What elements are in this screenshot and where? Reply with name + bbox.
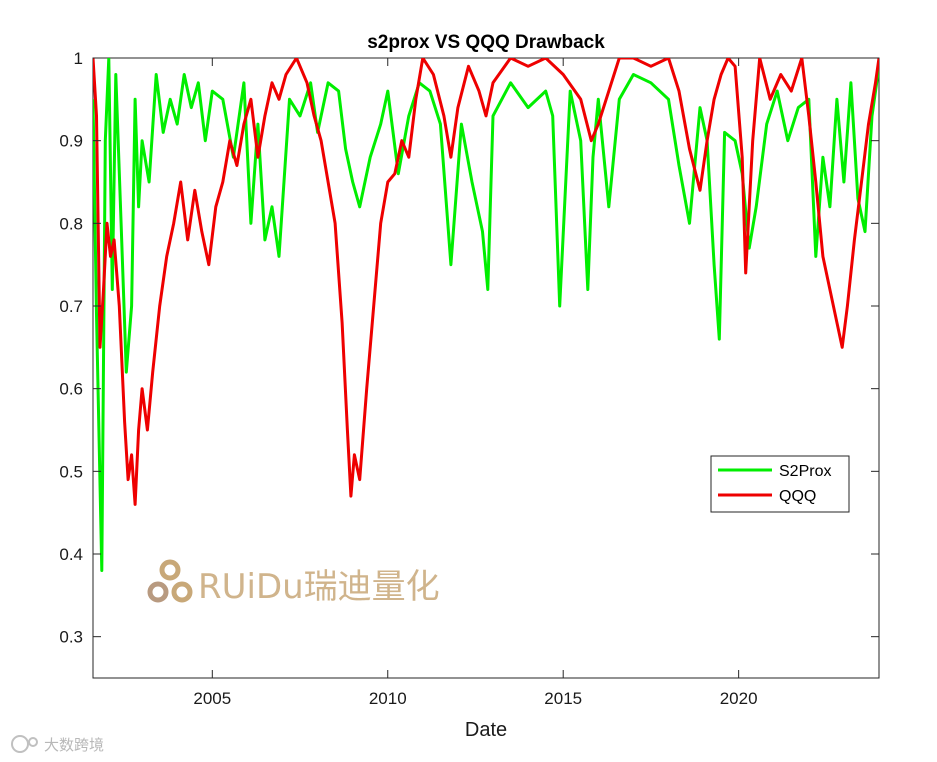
- corner-mark-text: 大数跨境: [44, 736, 104, 754]
- series-line-s2prox: [93, 58, 879, 572]
- y-tick-label: 0.8: [59, 214, 83, 233]
- y-tick-label: 1: [74, 49, 83, 68]
- plot-area: [92, 57, 880, 679]
- legend: S2Prox QQQ: [710, 455, 850, 513]
- y-tick-label: 0.5: [59, 462, 83, 481]
- y-tick-label: 0.3: [59, 628, 83, 647]
- y-tick-label: 0.6: [59, 380, 83, 399]
- chart-title: s2prox VS QQQ Drawback: [367, 32, 605, 53]
- legend-label-qqq: QQQ: [779, 488, 816, 505]
- y-tick-label: 0.9: [59, 132, 83, 151]
- weibo-icon: [11, 735, 29, 753]
- series-line-qqq: [93, 58, 879, 506]
- x-tick-label: 2005: [193, 689, 231, 708]
- x-tick-label: 2010: [369, 689, 407, 708]
- watermark-text: RUiDu瑞迪量化: [198, 567, 440, 607]
- legend-label-s2prox: S2Prox: [779, 463, 831, 480]
- y-tick-label: 0.7: [59, 297, 83, 316]
- weibo-icon-dot: [28, 737, 38, 747]
- corner-watermark: 大数跨境: [11, 735, 104, 754]
- series-layer: [93, 58, 879, 572]
- legend-box: [710, 455, 850, 513]
- ruidu-logo-icon: [147, 559, 193, 603]
- x-tick-label: 2020: [720, 689, 758, 708]
- x-tick-label: 2015: [544, 689, 582, 708]
- axis-ticks: 2005 2010 2015 2020 0.3 0.4 0.5 0.6 0.7 0.8 0.9 1: [59, 49, 879, 708]
- x-axis-label: Date: [465, 719, 507, 741]
- y-tick-label: 0.4: [59, 545, 83, 564]
- ruidu-watermark: RUiDu瑞迪量化: [147, 559, 440, 607]
